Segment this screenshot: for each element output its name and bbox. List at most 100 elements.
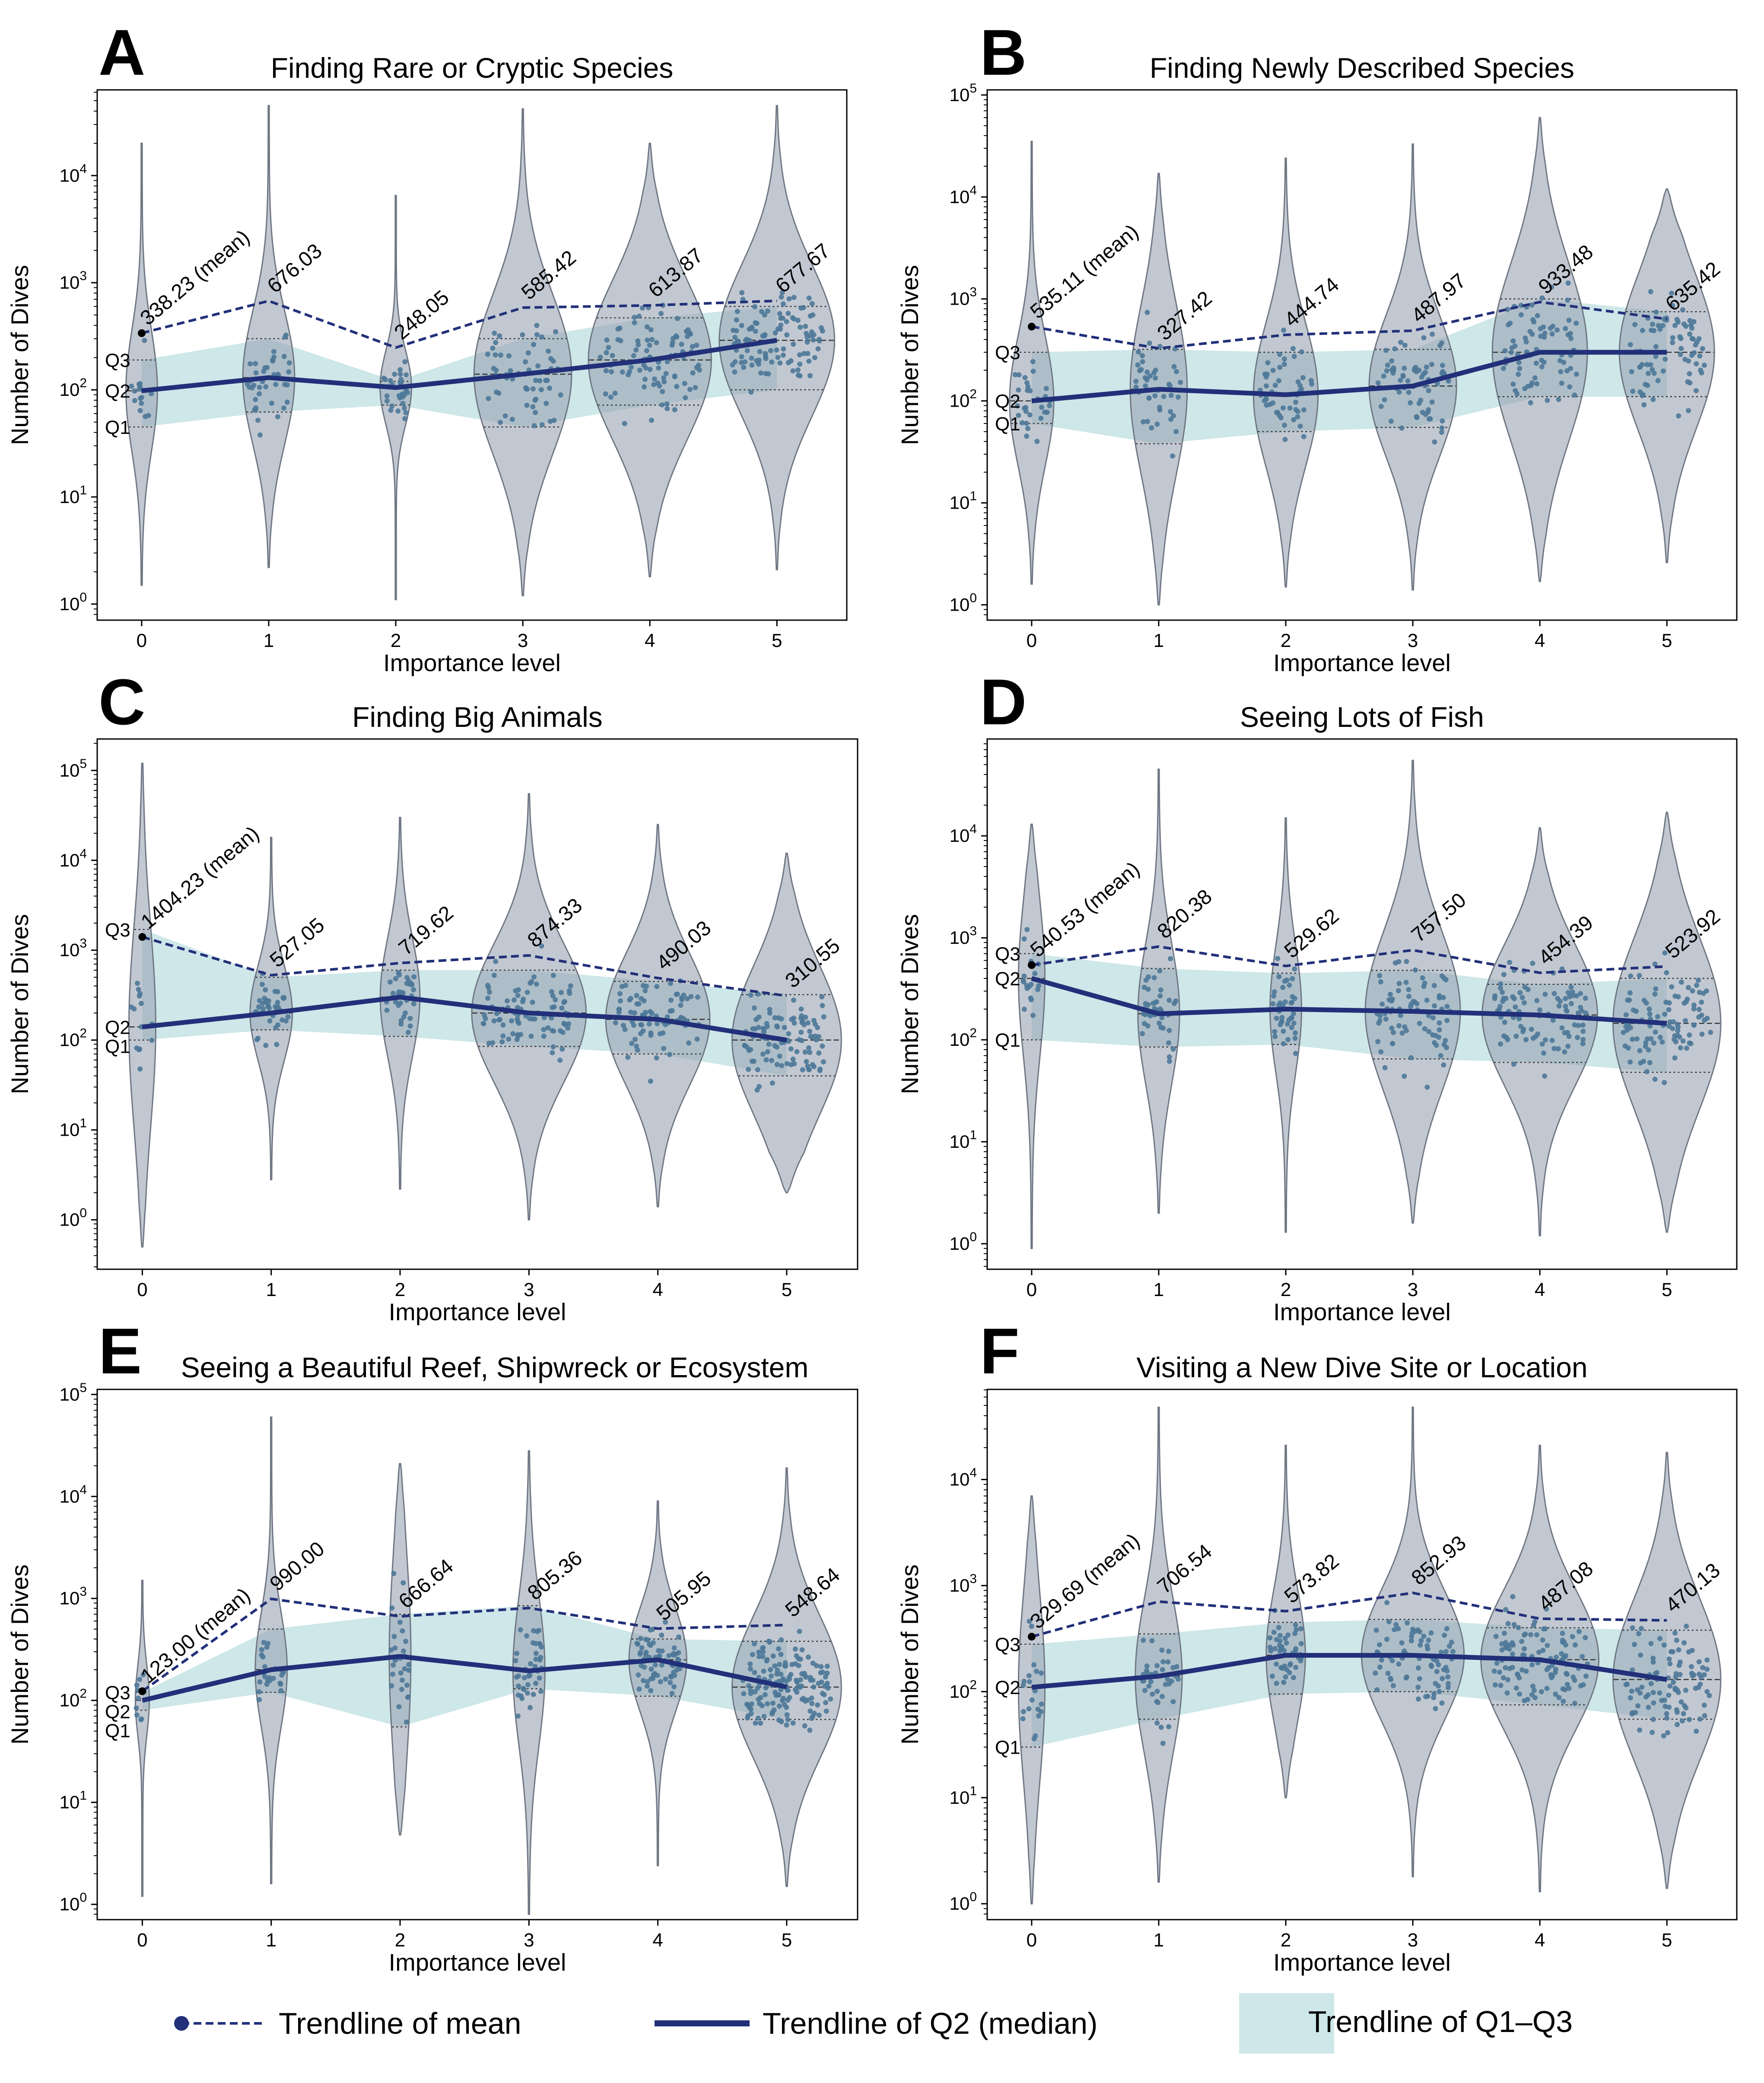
data-point bbox=[1672, 1685, 1678, 1691]
data-point bbox=[1513, 1033, 1519, 1039]
data-point bbox=[1166, 1058, 1172, 1064]
data-point bbox=[544, 401, 549, 406]
data-point bbox=[134, 1712, 140, 1718]
y-tick-exponent: 1 bbox=[969, 1784, 977, 1798]
y-tick-label: 101 bbox=[60, 483, 87, 507]
data-point bbox=[1141, 984, 1147, 990]
y-tick-label: 102 bbox=[950, 1678, 977, 1701]
data-point bbox=[775, 1024, 780, 1030]
y-tick-exponent: 2 bbox=[969, 387, 977, 401]
data-point bbox=[1529, 302, 1535, 308]
data-point bbox=[746, 1683, 752, 1688]
data-point bbox=[640, 1028, 646, 1034]
data-point bbox=[264, 1644, 270, 1650]
data-point bbox=[1677, 1659, 1683, 1665]
data-point bbox=[533, 1641, 539, 1647]
data-point bbox=[1650, 1659, 1656, 1665]
data-point bbox=[1378, 979, 1383, 984]
data-point bbox=[405, 1694, 410, 1700]
data-point bbox=[1442, 1632, 1447, 1638]
data-point bbox=[1406, 987, 1411, 992]
quartile-label-q2: Q2 bbox=[105, 381, 130, 402]
data-point bbox=[1560, 1686, 1566, 1692]
data-point bbox=[1272, 1646, 1278, 1651]
quartile-label-q3: Q3 bbox=[105, 350, 130, 371]
data-point bbox=[1408, 1638, 1414, 1643]
mean-label-2: 248.05 bbox=[390, 286, 454, 344]
x-tick-label: 3 bbox=[524, 1279, 534, 1300]
data-point bbox=[257, 1679, 263, 1685]
data-point bbox=[668, 981, 674, 986]
data-point bbox=[1576, 1629, 1582, 1634]
y-tick-exponent: 3 bbox=[969, 924, 977, 938]
data-point bbox=[810, 337, 816, 343]
data-point bbox=[650, 1675, 656, 1681]
data-point bbox=[748, 1711, 754, 1717]
data-point bbox=[1689, 353, 1694, 358]
data-point bbox=[1645, 1692, 1651, 1698]
data-point bbox=[1568, 336, 1574, 341]
y-tick-label: 102 bbox=[950, 1026, 977, 1050]
data-point bbox=[1536, 1650, 1542, 1655]
data-point bbox=[805, 351, 810, 357]
data-point bbox=[1507, 1646, 1512, 1652]
data-point bbox=[659, 402, 665, 408]
mean-label-0: 535.11 (mean) bbox=[1026, 220, 1143, 323]
data-point bbox=[1564, 368, 1570, 374]
data-point bbox=[1678, 346, 1684, 351]
quartile-label-q1: Q1 bbox=[995, 1737, 1020, 1758]
y-tick-label: 100 bbox=[60, 1891, 87, 1914]
data-point bbox=[1298, 1626, 1304, 1631]
data-point bbox=[1030, 369, 1036, 374]
data-point bbox=[275, 989, 280, 994]
data-point bbox=[407, 1016, 413, 1021]
data-point bbox=[1399, 1030, 1405, 1036]
data-point bbox=[1530, 961, 1535, 966]
data-point bbox=[785, 360, 791, 366]
data-point bbox=[1674, 1637, 1679, 1643]
data-point bbox=[1648, 362, 1653, 368]
data-point bbox=[1271, 989, 1277, 995]
data-point bbox=[1561, 1639, 1567, 1645]
data-point bbox=[1290, 976, 1295, 981]
data-point bbox=[400, 1580, 406, 1586]
data-point bbox=[798, 1016, 804, 1021]
data-point bbox=[533, 1650, 539, 1656]
data-point bbox=[1415, 1685, 1421, 1690]
data-point bbox=[388, 1647, 394, 1653]
data-point bbox=[673, 333, 679, 339]
data-point bbox=[1551, 1046, 1557, 1051]
data-point bbox=[1687, 1040, 1692, 1046]
data-point bbox=[1270, 1673, 1275, 1679]
data-point bbox=[1691, 1006, 1697, 1012]
data-point bbox=[515, 1692, 521, 1698]
data-point bbox=[809, 301, 815, 306]
data-point bbox=[1529, 1692, 1535, 1698]
data-point bbox=[260, 1000, 265, 1006]
data-point bbox=[1623, 1682, 1629, 1687]
data-point bbox=[1680, 307, 1685, 313]
data-point bbox=[402, 359, 408, 365]
data-point bbox=[1559, 1651, 1564, 1656]
violin-5 bbox=[1612, 1452, 1722, 1889]
data-point bbox=[129, 383, 134, 389]
data-point bbox=[1556, 397, 1561, 402]
x-tick-label: 1 bbox=[1154, 1930, 1164, 1951]
data-point bbox=[802, 1723, 807, 1729]
data-point bbox=[1523, 339, 1529, 345]
data-point bbox=[404, 372, 409, 378]
data-point bbox=[1648, 1036, 1654, 1042]
data-point bbox=[1681, 321, 1687, 327]
data-point bbox=[1544, 1667, 1550, 1672]
data-point bbox=[1396, 1661, 1402, 1667]
data-point bbox=[1157, 968, 1163, 974]
data-point bbox=[1158, 987, 1163, 993]
data-point bbox=[1157, 344, 1163, 349]
data-point bbox=[632, 315, 637, 320]
data-point bbox=[786, 296, 792, 302]
x-tick-label: 5 bbox=[782, 1279, 792, 1300]
data-point bbox=[1662, 1698, 1667, 1703]
data-point bbox=[616, 1006, 622, 1012]
mean-marker-0 bbox=[1027, 1633, 1036, 1641]
data-point bbox=[617, 991, 623, 997]
